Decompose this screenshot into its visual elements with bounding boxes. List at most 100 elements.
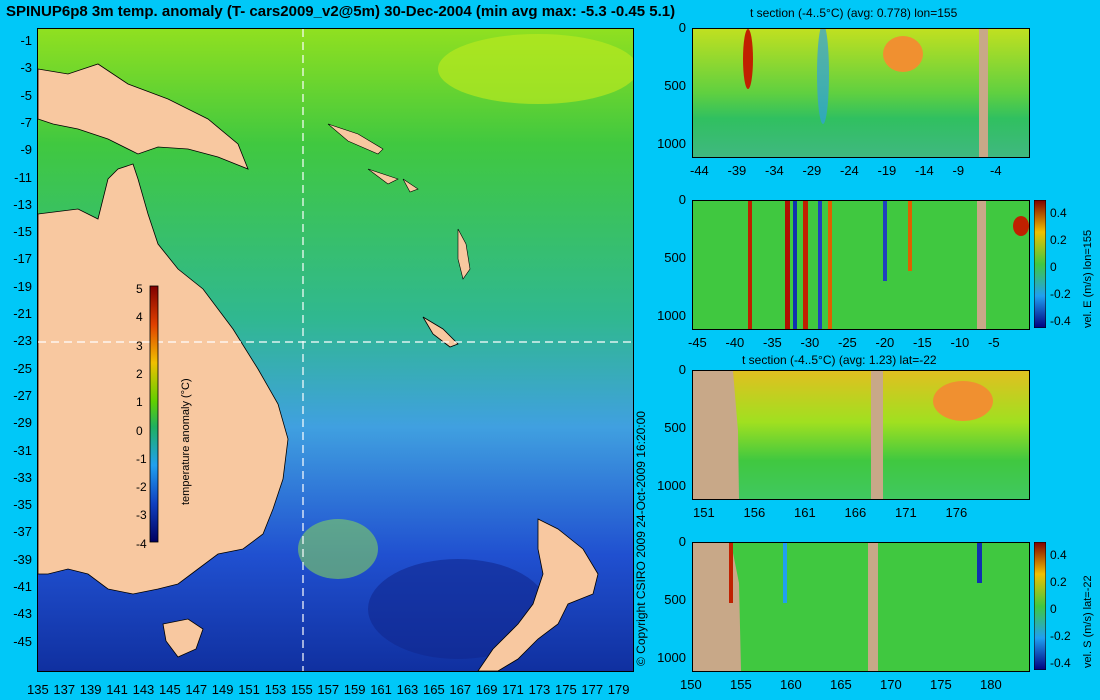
p3-x-tick: 156: [743, 505, 766, 520]
lon-tick: 161: [370, 682, 392, 697]
lon-tick: 143: [132, 682, 155, 697]
p2-y-tick: 1000: [657, 308, 686, 323]
lon-tick: 171: [502, 682, 524, 697]
colorbar-tick: 2: [136, 366, 143, 381]
lat-tick: -37: [13, 524, 32, 540]
p4-y-tick: 500: [664, 592, 686, 607]
panel2-colorbar-label: vel. E (m/s) lon=155: [1082, 229, 1094, 328]
p4-x-tick: 165: [830, 677, 852, 692]
p1-x-tick: -44: [690, 163, 709, 178]
new-zealand-land: [477, 518, 599, 672]
lat-tick: -39: [13, 551, 32, 567]
panel3-plot: [692, 370, 1030, 500]
lat-tick: -29: [13, 415, 32, 431]
p2-x-tick: -35: [763, 335, 782, 350]
p4-y-tick: 1000: [657, 650, 686, 665]
lon-tick: 145: [159, 682, 181, 697]
p2-y-tick: 500: [664, 250, 686, 265]
p1-y-tick: 500: [664, 78, 686, 93]
p1-x-tick: -39: [727, 163, 747, 178]
lon-tick: 139: [79, 682, 102, 697]
lon-tick: 179: [607, 682, 630, 697]
lat-tick: -15: [13, 224, 32, 240]
lon-tick: 155: [291, 682, 313, 697]
lon-tick: 159: [343, 682, 366, 697]
colorbar-tick: 4: [136, 310, 143, 325]
map-colorbar-label: temperature anomaly (°C): [180, 378, 192, 505]
new-caledonia-land: [422, 316, 459, 348]
panel2-colorbar: [1034, 200, 1046, 328]
lon-tick: 137: [53, 682, 76, 697]
p1-x-tick: -9: [952, 163, 965, 178]
lon-tick: 153: [264, 682, 287, 697]
p3-y-tick: 500: [664, 420, 686, 435]
p2-x-tick: -15: [913, 335, 932, 350]
colorbar-tick: 0: [136, 423, 143, 438]
panel1-plot: [692, 24, 1030, 158]
panel1-title: t section (-4..5°C) (avg: 0.778) lon=155: [750, 6, 958, 20]
lat-tick: -1: [20, 33, 32, 48]
colorbar-tick: -3: [136, 508, 147, 523]
colorbar-tick: -4: [136, 536, 147, 551]
map-colorbar: [149, 285, 159, 543]
lon-tick: 175: [555, 682, 577, 697]
p2-x-tick: -10: [950, 335, 970, 350]
p2-y-tick: 0: [678, 192, 686, 207]
lat-tick: -31: [13, 442, 32, 458]
p4-cb-tick: -0.4: [1050, 656, 1071, 670]
p2-x-tick: -40: [725, 335, 745, 350]
p2-x-tick: -5: [988, 335, 1000, 350]
lat-tick: -27: [13, 387, 32, 403]
p2-x-tick: -30: [800, 335, 820, 350]
p2-x-tick: -45: [688, 335, 707, 350]
solomon-islands-land: [327, 123, 419, 193]
p2-cb-tick: 0: [1050, 260, 1057, 274]
lat-tick: -41: [13, 579, 32, 594]
p4-cb-tick: 0.2: [1050, 575, 1067, 589]
lon-tick: 147: [185, 682, 208, 697]
p2-cb-tick: 0.2: [1050, 233, 1067, 247]
panel4-plot: [692, 542, 1030, 672]
colorbar-tick: 3: [136, 338, 143, 353]
lon-tick: 177: [581, 682, 604, 697]
p1-x-tick: -24: [840, 163, 859, 178]
page-title: SPINUP6p8 3m temp. anomaly (T- cars2009_…: [6, 3, 676, 20]
colorbar-tick: -1: [136, 451, 147, 466]
lat-tick: -9: [20, 142, 32, 158]
lon-tick: 135: [27, 682, 49, 697]
lat-tick: -3: [20, 60, 32, 76]
p1-x-tick: -19: [877, 163, 897, 178]
lat-tick: -45: [13, 633, 32, 649]
colorbar-tick: 1: [136, 395, 143, 410]
new-guinea-land: [37, 63, 249, 170]
p4-x-tick: 180: [980, 677, 1002, 692]
p3-x-tick: 171: [895, 505, 917, 520]
lon-tick: 169: [475, 682, 498, 697]
australia-land: [37, 163, 289, 595]
lat-tick: -43: [13, 606, 32, 622]
colorbar-tick: -2: [136, 480, 147, 495]
p4-x-tick: 160: [780, 677, 802, 692]
p4-x-tick: 170: [880, 677, 902, 692]
p4-cb-tick: 0: [1050, 602, 1057, 616]
vanuatu-land: [457, 228, 471, 280]
copyright-text: © Copyright CSIRO 2009 24-Oct-2009 16:20…: [634, 411, 648, 666]
p3-x-tick: 166: [844, 505, 867, 520]
lon-tick: 151: [238, 682, 260, 697]
p3-x-tick: 161: [794, 505, 816, 520]
panel2-plot: [692, 200, 1030, 330]
lat-tick: -7: [20, 114, 32, 130]
lon-tick: 157: [317, 682, 340, 697]
lat-tick: -13: [13, 196, 32, 212]
p1-y-tick: 1000: [657, 136, 686, 151]
p3-y-tick: 0: [678, 362, 686, 377]
p2-cb-tick: -0.2: [1050, 287, 1071, 301]
colorbar-tick: 5: [136, 282, 143, 296]
p4-cb-tick: -0.2: [1050, 629, 1071, 643]
p1-x-tick: -4: [990, 163, 1002, 178]
p2-x-tick: -25: [838, 335, 857, 350]
lat-tick: -5: [20, 87, 32, 103]
p2-x-tick: -20: [875, 335, 895, 350]
lat-tick: -33: [13, 469, 32, 485]
p3-x-tick: 151: [693, 505, 715, 520]
